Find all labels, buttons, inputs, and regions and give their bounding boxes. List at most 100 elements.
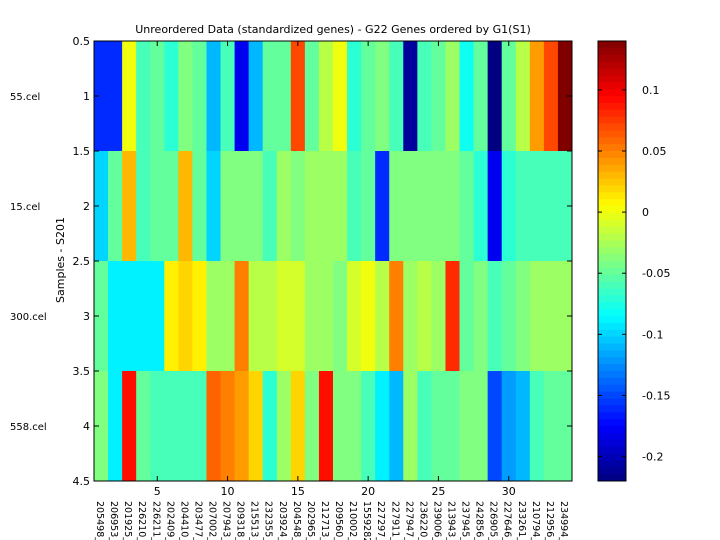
heatmap-cell xyxy=(473,371,489,482)
colorbar-band xyxy=(598,240,626,248)
colorbar-band xyxy=(598,130,626,138)
column-label: 206953_ xyxy=(108,501,119,540)
heatmap-cell xyxy=(150,261,165,372)
colorbar-tick-label: 0.1 xyxy=(642,84,660,97)
colorbar-band xyxy=(598,109,626,118)
heatmap-cell xyxy=(529,261,545,372)
heatmap-cell xyxy=(164,151,179,262)
heatmap-cell xyxy=(389,371,404,482)
colorbar-band xyxy=(598,89,626,97)
heatmap-cell xyxy=(445,151,460,262)
heatmap-cell xyxy=(192,371,207,482)
column-label: 227947_ xyxy=(403,501,414,540)
heatmap-cell xyxy=(262,261,278,372)
y-tick-label: 1 xyxy=(83,90,90,103)
heatmap-cell xyxy=(178,41,193,152)
heatmap-cell xyxy=(122,261,137,372)
heatmap-cell xyxy=(487,371,503,482)
column-label: 226210_ xyxy=(136,501,147,540)
column-label: 242856_ xyxy=(474,501,485,540)
column-label: 233261_ xyxy=(516,501,527,540)
colorbar-band xyxy=(598,96,626,104)
y-tick-label: 2.5 xyxy=(73,255,91,268)
colorbar-band xyxy=(598,199,626,207)
heatmap-cell xyxy=(220,261,235,372)
heatmap-cell xyxy=(417,371,432,482)
column-label: 234994_ xyxy=(558,501,569,540)
column-label: 203924_ xyxy=(277,501,288,540)
heatmap-cell xyxy=(206,371,221,482)
heatmap-cell xyxy=(347,371,362,482)
heatmap-cell xyxy=(304,41,320,152)
colorbar-band xyxy=(598,364,626,372)
colorbar-band xyxy=(598,219,626,228)
colorbar-band xyxy=(598,254,626,262)
heatmap-cell xyxy=(206,261,221,372)
column-label: 210002_ xyxy=(347,501,358,540)
colorbar-tick-label: -0.15 xyxy=(642,389,670,402)
colorbar-band xyxy=(598,267,626,276)
colorbar-frame xyxy=(597,40,627,482)
x-tick-label: 30 xyxy=(502,485,516,498)
heatmap-cell xyxy=(543,261,559,372)
row-label: 55.cel xyxy=(10,92,40,103)
colorbar-tick-label: -0.2 xyxy=(642,451,663,464)
heatmap-cell xyxy=(248,261,264,372)
heatmap-cell xyxy=(136,261,151,372)
heatmap-cell xyxy=(276,151,292,262)
colorbar-band xyxy=(598,453,626,461)
heatmap-cell xyxy=(276,261,292,372)
column-label: 204410_ xyxy=(178,501,189,540)
heatmap-cell xyxy=(459,151,474,262)
colorbar-band xyxy=(598,467,626,475)
colorbar-band xyxy=(598,116,626,124)
colorbar-band xyxy=(598,41,626,49)
column-label: 236220_ xyxy=(417,501,428,540)
colorbar-band xyxy=(598,343,626,351)
colorbar-band xyxy=(598,68,626,76)
x-tick-label: 25 xyxy=(431,485,445,498)
colorbar-band xyxy=(598,432,626,441)
heatmap-cell xyxy=(515,151,531,262)
colorbar-tick-label: 0.05 xyxy=(642,145,667,158)
column-label: 205498_ xyxy=(94,501,105,540)
heatmap-cell xyxy=(375,151,390,262)
colorbar-band xyxy=(598,185,626,193)
row-label: 558.cel xyxy=(10,422,47,433)
heatmap-cell xyxy=(459,41,474,152)
column-label: 212956_ xyxy=(544,501,555,540)
colorbar-band xyxy=(598,178,626,186)
colorbar-band xyxy=(598,371,626,379)
heatmap-cell xyxy=(234,371,250,482)
heatmap-cell xyxy=(459,261,474,372)
column-label: 226211_ xyxy=(150,501,161,540)
colorbar-band xyxy=(598,357,626,365)
heatmap-cell xyxy=(333,41,348,152)
colorbar-tick-label: 0 xyxy=(642,206,649,219)
colorbar-band xyxy=(598,226,626,234)
heatmap-axes: 0.511.522.533.544.555.cel15.cel300.cel55… xyxy=(10,35,572,540)
column-label: 237945_ xyxy=(460,501,471,540)
heatmap-cell xyxy=(333,151,348,262)
colorbar-band xyxy=(598,75,626,83)
colorbar-band xyxy=(598,405,626,413)
heatmap-cell xyxy=(487,151,503,262)
heatmap-cell xyxy=(543,151,559,262)
colorbar-band xyxy=(598,322,626,331)
colorbar-band xyxy=(598,309,626,317)
heatmap-cell xyxy=(178,261,193,372)
heatmap-cell xyxy=(220,371,235,482)
heatmap-cell xyxy=(192,41,207,152)
colorbar-band xyxy=(598,247,626,255)
row-label: 15.cel xyxy=(10,202,40,213)
y-tick-label: 0.5 xyxy=(73,35,91,48)
heatmap-cell xyxy=(276,371,292,482)
heatmap-cell xyxy=(178,151,193,262)
heatmap-cell xyxy=(529,371,545,482)
colorbar-band xyxy=(598,212,626,221)
x-tick-label: 15 xyxy=(291,485,305,498)
column-label: 212713_ xyxy=(319,501,330,540)
heatmap-cell xyxy=(94,151,109,262)
heatmap-cell xyxy=(459,371,474,482)
heatmap-cell xyxy=(150,151,165,262)
